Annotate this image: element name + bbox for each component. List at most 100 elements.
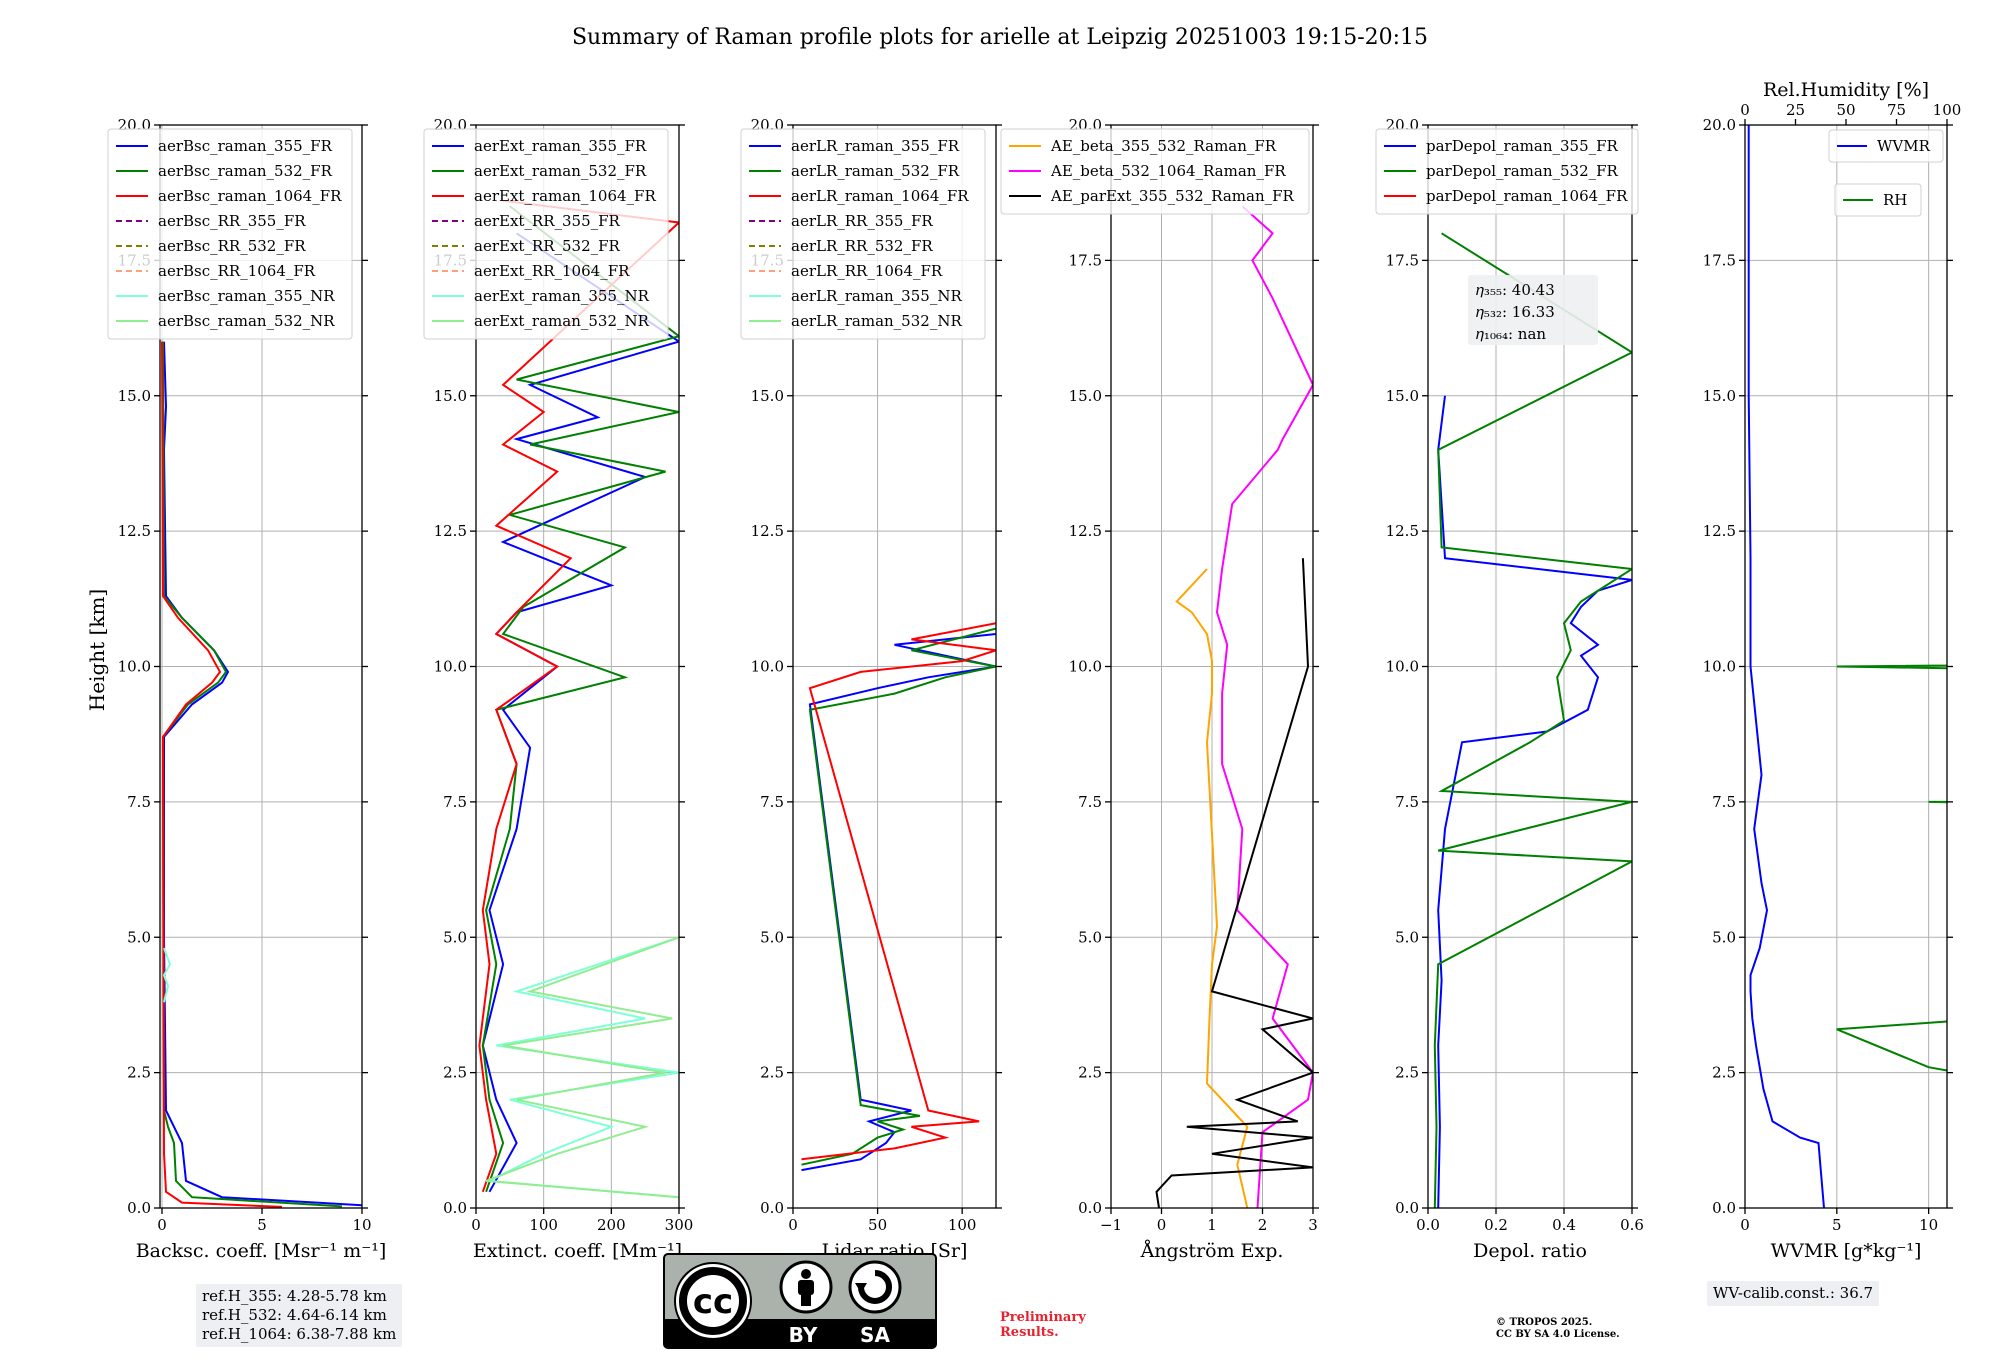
series-line-parDepol_raman_532_FR — [1433, 232, 1632, 1208]
legend-entry: RH — [1883, 191, 1907, 209]
y-tick-label: 0.0 — [1078, 1199, 1102, 1217]
x-tick-label: 0 — [1157, 1216, 1167, 1234]
series-line-AE_beta_355_532_Raman_FR — [1175, 568, 1249, 1208]
eta-annotation-box — [1468, 275, 1598, 345]
eta-annotation-line: 𝜂₃₅₅: 40.43 — [1476, 281, 1555, 299]
y-tick-label: 17.5 — [1386, 251, 1419, 269]
x-tick-label: 0 — [788, 1216, 798, 1234]
series-line-AE_beta_532_1064_Raman_FR — [1215, 205, 1313, 1208]
y-tick-label: 5.0 — [1395, 928, 1419, 946]
legend-box — [1000, 128, 1310, 215]
legend-entry: aerExt_raman_1064_FR — [474, 187, 656, 205]
x2-tick-label: 50 — [1836, 101, 1855, 119]
y-tick-label: 7.5 — [443, 793, 467, 811]
legend-entry: parDepol_raman_355_FR — [1426, 137, 1619, 155]
x-tick-label: 0 — [1740, 1216, 1750, 1234]
ref-height-355: ref.H_355: 4.28-5.78 km — [202, 1287, 387, 1305]
y-tick-label: 20.0 — [1703, 116, 1736, 134]
legend-entry: AE_beta_532_1064_Raman_FR — [1050, 162, 1286, 180]
x2-tick-label: 0 — [1740, 101, 1750, 119]
legend-entry: aerBsc_raman_355_NR — [158, 287, 335, 305]
x-tick-label: 0.6 — [1620, 1216, 1644, 1234]
sa-share-alike-icon — [848, 1260, 902, 1314]
x-tick-label: 0.2 — [1484, 1216, 1508, 1234]
legend-entry: aerBsc_raman_1064_FR — [158, 187, 342, 205]
y-tick-label: 5.0 — [1712, 928, 1736, 946]
y-tick-label: 17.5 — [1069, 251, 1102, 269]
y-tick-label: 2.5 — [760, 1064, 784, 1082]
legend-entry: aerBsc_raman_532_NR — [158, 312, 335, 330]
legend-entry: aerLR_RR_1064_FR — [791, 262, 943, 280]
legend-entry: parDepol_raman_1064_FR — [1426, 187, 1628, 205]
x-tick-label: 1 — [1207, 1216, 1217, 1234]
y-tick-label: 10.0 — [1386, 658, 1419, 676]
series-line-aerLR_raman_355_FR — [801, 633, 996, 1172]
y-tick-label: 2.5 — [1712, 1064, 1736, 1082]
y-tick-label: 2.5 — [127, 1064, 151, 1082]
series-line-aerBsc_raman_532_FR — [161, 341, 343, 1208]
y-axis-label: Height [km] — [85, 589, 109, 711]
y-tick-label: 7.5 — [127, 793, 151, 811]
y-tick-label: 7.5 — [1078, 793, 1102, 811]
x-axis-label: WVMR [g*kg⁻¹] — [1771, 1240, 1922, 1262]
x-tick-label: 100 — [948, 1216, 977, 1234]
y-tick-label: 15.0 — [751, 387, 784, 405]
legend-entry: WVMR — [1877, 137, 1931, 155]
y-tick-label: 5.0 — [127, 928, 151, 946]
y-tick-label: 12.5 — [434, 522, 467, 540]
preliminary-results-note: Preliminary Results. — [1000, 1310, 1086, 1340]
legend: WVMR RH — [1828, 129, 1944, 217]
y-tick-label: 12.5 — [1069, 522, 1102, 540]
panel-ext: 0.02.55.07.510.012.515.017.520.001002003… — [423, 116, 694, 1262]
legend-box — [423, 128, 669, 340]
x-axis-label: Ångström Exp. — [1140, 1240, 1284, 1262]
series-group — [1433, 232, 1632, 1208]
x-axis-label: Backsc. coeff. [Msr⁻¹ m⁻¹] — [136, 1240, 387, 1262]
series-group — [478, 199, 679, 1199]
legend-entry: aerLR_raman_355_NR — [791, 287, 962, 305]
legend-entry: aerExt_RR_532_FR — [474, 237, 621, 255]
cc-text: cc — [693, 1282, 733, 1322]
y-tick-label: 12.5 — [1386, 522, 1419, 540]
legend-entry: aerBsc_RR_1064_FR — [158, 262, 316, 280]
y-tick-label: 5.0 — [760, 928, 784, 946]
y-tick-label: 0.0 — [1712, 1199, 1736, 1217]
legend-box — [1375, 128, 1639, 215]
legend-entry: aerLR_raman_1064_FR — [791, 187, 969, 205]
panel-ae: 0.02.55.07.510.012.515.017.520.0−1 0 1 2 3Ån… — [1000, 116, 1319, 1262]
x-tick-label: 0.0 — [1416, 1216, 1440, 1234]
legend: aerExt_raman_355_FR aerExt_raman_532_FRae… — [423, 128, 669, 340]
legend-entry: aerExt_raman_532_FR — [474, 162, 647, 180]
y-tick-label: 0.0 — [760, 1199, 784, 1217]
legend-entry: aerLR_RR_532_FR — [791, 237, 933, 255]
legend-entry: AE_beta_355_532_Raman_FR — [1050, 137, 1277, 155]
legend-entry: aerLR_raman_532_NR — [791, 312, 962, 330]
y-tick-label: 15.0 — [1069, 387, 1102, 405]
y-tick-label: 5.0 — [1078, 928, 1102, 946]
series-line-aerBsc_raman_355_FR — [162, 341, 362, 1207]
legend-entry: aerBsc_RR_355_FR — [158, 212, 306, 230]
x-tick-label: 50 — [868, 1216, 887, 1234]
y-tick-label: 15.0 — [1703, 387, 1736, 405]
y-tick-label: 7.5 — [760, 793, 784, 811]
y-tick-label: 0.0 — [127, 1199, 151, 1217]
legend-entry: parDepol_raman_532_FR — [1426, 162, 1619, 180]
y-tick-label: 10.0 — [1069, 658, 1102, 676]
y-tick-label: 15.0 — [118, 387, 151, 405]
series-line-aerExt_raman_532_FR — [481, 205, 679, 1193]
legend-box — [740, 128, 986, 340]
legend-entry: aerBsc_raman_355_FR — [158, 137, 333, 155]
series-line-WVMR — [1747, 125, 1825, 1208]
figure-title: Summary of Raman profile plots for ariel… — [572, 25, 1428, 50]
x-tick-label: 5 — [1832, 1216, 1842, 1234]
wv-calib-note: WV-calib.const.: 36.7 — [1707, 1281, 1880, 1306]
series-group — [161, 341, 362, 1208]
y-tick-label: 12.5 — [751, 522, 784, 540]
legend-entry: aerBsc_raman_532_FR — [158, 162, 333, 180]
series-line-aerLR_raman_1064_FR — [801, 622, 996, 1161]
y-tick-label: 12.5 — [118, 522, 151, 540]
x-tick-label: 300 — [665, 1216, 694, 1234]
x-tick-label: 0.4 — [1552, 1216, 1576, 1234]
legend: aerLR_raman_355_FR aerLR_raman_532_FR aerL… — [740, 128, 986, 340]
